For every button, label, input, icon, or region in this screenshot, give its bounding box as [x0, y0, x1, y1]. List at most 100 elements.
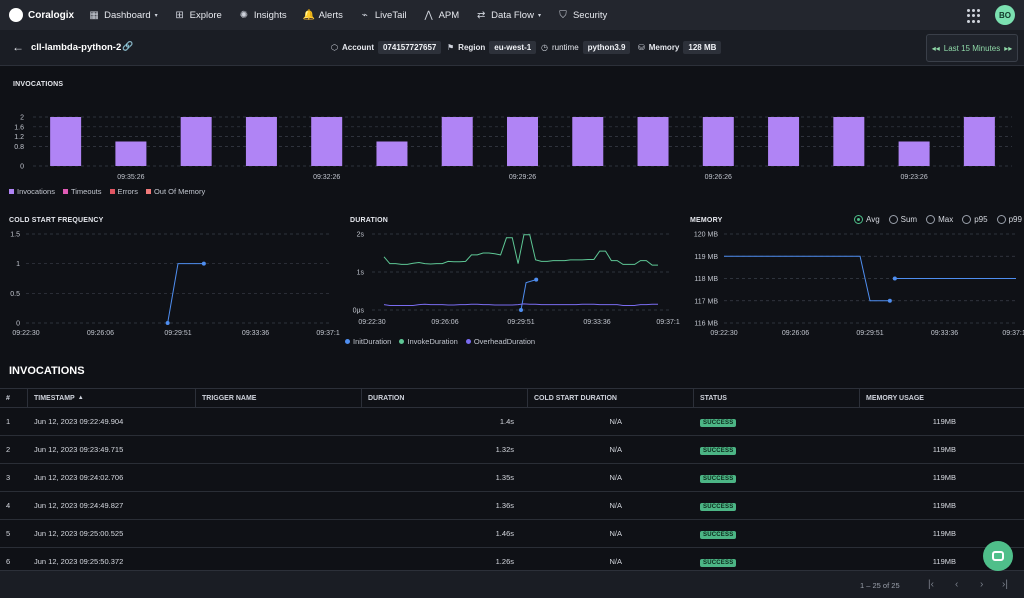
back-arrow-icon[interactable]: ←: [12, 40, 24, 54]
table-row[interactable]: 3 Jun 12, 2023 09:24:02.706 1.35s N/A SUCCES…: [0, 464, 1024, 492]
invocations-chart: 0 0.8 1.2 1.6 2 09:35:26 09:32:26 09:29:26 09:26…: [14, 115, 1012, 181]
x-tick-label: 09:32:26: [313, 174, 340, 181]
column-header[interactable]: TIMESTAMP ▲: [28, 388, 196, 408]
nav-item-alerts[interactable]: 🔔 Alerts: [303, 10, 343, 21]
nav-item-apm[interactable]: ⋀ APM: [423, 9, 460, 21]
duration-series-line: [383, 234, 658, 266]
legend-item[interactable]: Errors: [109, 187, 138, 196]
data-point[interactable]: [519, 308, 523, 312]
column-header[interactable]: STATUS: [694, 388, 860, 408]
table-row[interactable]: 4 Jun 12, 2023 09:24:49.827 1.36s N/A SUCCES…: [0, 492, 1024, 520]
link-icon[interactable]: 🔗: [122, 41, 134, 51]
legend-item[interactable]: OverheadDuration: [465, 337, 535, 346]
data-point[interactable]: [534, 277, 539, 282]
nav-item-label: APM: [438, 9, 460, 21]
radio-p99[interactable]: p99: [996, 215, 1022, 224]
x-tick-label: 09:22:30: [12, 330, 39, 337]
x-tick-label: 09:26:06: [87, 330, 114, 337]
nav-item-label: Data Flow: [491, 9, 534, 21]
cold-start-title: COLD START FREQUENCY: [9, 217, 104, 224]
column-header[interactable]: MEMORY USAGE: [860, 388, 1024, 408]
rewind-icon[interactable]: ◂◂: [931, 43, 940, 53]
radio-circle[interactable]: [888, 215, 898, 224]
invocation-bar[interactable]: [833, 117, 865, 166]
legend-item[interactable]: Invocations: [9, 187, 55, 196]
apps-grid-icon[interactable]: [967, 9, 981, 23]
legend-label: Out Of Memory: [153, 187, 206, 196]
radio-circle[interactable]: [962, 215, 972, 224]
top-nav: Coralogix ▦ Dashboard ▾ ⊞ Explore ✺ Insights 🔔 A…: [0, 0, 1024, 30]
chat-button[interactable]: [983, 541, 1013, 571]
data-point[interactable]: [892, 276, 897, 281]
first-page-icon[interactable]: |‹: [928, 579, 934, 590]
radio-label: Sum: [900, 215, 918, 224]
nav-item-insights[interactable]: ✺ Insights: [238, 10, 287, 21]
data-point[interactable]: [201, 261, 206, 266]
radio-circle[interactable]: [854, 215, 863, 224]
bell-icon: 🔔: [302, 9, 316, 21]
memory-label: Memory: [648, 43, 680, 52]
nav-item-security[interactable]: ⛉ Security: [557, 10, 607, 21]
column-header[interactable]: COLD START DURATION: [528, 388, 694, 408]
radio-max[interactable]: Max: [926, 215, 953, 224]
column-header[interactable]: #: [0, 388, 28, 408]
radio-circle[interactable]: [996, 215, 1006, 224]
nav-item-data-flow[interactable]: ⇄ Data Flow ▾: [475, 10, 541, 21]
invocation-bar[interactable]: [311, 117, 343, 166]
invocation-bar[interactable]: [180, 117, 212, 166]
invocation-bar[interactable]: [637, 117, 669, 166]
nav-item-explore[interactable]: ⊞ Explore: [174, 9, 221, 21]
invocation-bar[interactable]: [376, 141, 408, 167]
sort-asc-icon[interactable]: ▲: [77, 395, 84, 401]
radio-avg[interactable]: Avg: [854, 215, 880, 224]
column-header[interactable]: DURATION: [362, 388, 528, 408]
legend-item[interactable]: InitDuration: [345, 337, 391, 346]
invocation-bar[interactable]: [507, 117, 538, 166]
invocation-bar[interactable]: [963, 117, 995, 166]
invocation-bar[interactable]: [245, 117, 277, 166]
prev-page-icon[interactable]: ‹: [955, 579, 959, 590]
invocation-bar[interactable]: [50, 117, 82, 166]
invocation-bar[interactable]: [702, 117, 734, 166]
invocation-bar[interactable]: [441, 117, 473, 166]
table-row[interactable]: 1 Jun 12, 2023 09:22:49.904 1.4s N/A SUCCESS…: [0, 408, 1024, 436]
memory-line: [724, 255, 890, 302]
brand[interactable]: Coralogix: [9, 8, 74, 22]
row-timestamp: Jun 12, 2023 09:22:49.904: [34, 417, 124, 426]
legend-item[interactable]: Timeouts: [62, 187, 102, 196]
x-tick-label: 09:37:12: [316, 330, 340, 337]
y-tick-label: 1s: [357, 270, 365, 277]
invocation-bar[interactable]: [115, 141, 147, 167]
time-range-button[interactable]: ◂◂ Last 15 Minutes ▸▸: [926, 34, 1018, 62]
radio-sum[interactable]: Sum: [888, 215, 918, 224]
row-memory: 119MB: [932, 501, 956, 510]
legend-item[interactable]: InvokeDuration: [399, 337, 458, 346]
table-row[interactable]: 5 Jun 12, 2023 09:25:00.525 1.46s N/A SUCCES…: [0, 520, 1024, 548]
invocation-bar[interactable]: [898, 141, 930, 167]
column-header[interactable]: TRIGGER NAME: [196, 388, 362, 408]
forward-icon[interactable]: ▸▸: [1004, 43, 1013, 53]
apm-icon: ⋀: [424, 9, 433, 21]
x-tick-label: 09:22:30: [710, 330, 737, 337]
status-badge: SUCCESS: [700, 503, 737, 511]
column-header-label: MEMORY USAGE: [866, 394, 924, 402]
table-row[interactable]: 2 Jun 12, 2023 09:23:49.715 1.32s N/A SUCCES…: [0, 436, 1024, 464]
data-point[interactable]: [165, 321, 170, 325]
data-point[interactable]: [887, 298, 892, 303]
y-tick-label: 119 MB: [694, 254, 718, 261]
nav-item-livetail[interactable]: ⌁ LiveTail: [359, 10, 407, 21]
legend-swatch: [145, 189, 151, 194]
radio-circle[interactable]: [926, 215, 936, 224]
invocation-bar[interactable]: [572, 117, 604, 166]
avatar[interactable]: BO: [995, 5, 1015, 25]
explore-icon: ⊞: [175, 9, 184, 21]
y-tick-label: 116 MB: [694, 321, 718, 328]
invocation-bar[interactable]: [768, 117, 800, 166]
nav-item-dashboard[interactable]: ▦ Dashboard ▾: [88, 10, 157, 21]
x-tick-label: 09:26:26: [705, 174, 732, 181]
next-page-icon[interactable]: ›: [980, 579, 984, 590]
cold-start-chart: 0 0.5 1 1.5 09:22:30 09:26:06 09:29:51 09:33:36…: [10, 232, 340, 338]
last-page-icon[interactable]: ›|: [1002, 579, 1008, 590]
radio-p95[interactable]: p95: [962, 215, 988, 224]
legend-item[interactable]: Out Of Memory: [145, 187, 206, 196]
